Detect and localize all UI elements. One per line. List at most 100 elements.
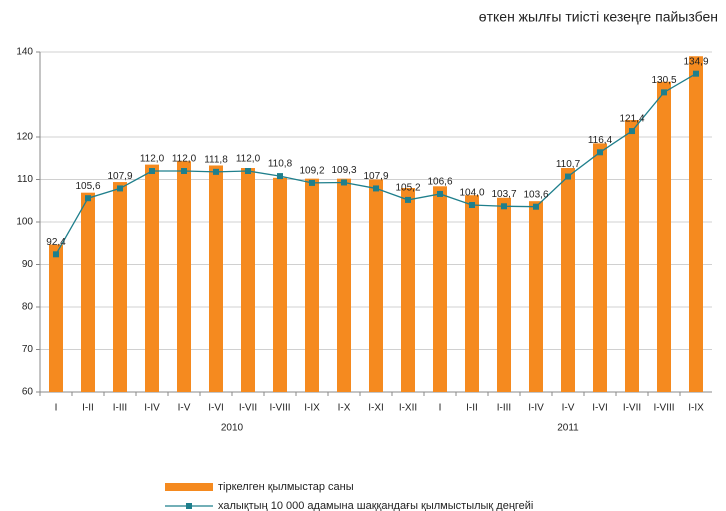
x-tick-label: I-IX bbox=[688, 403, 704, 414]
marker bbox=[437, 190, 443, 197]
x-tick-label: I-III bbox=[113, 403, 127, 414]
x-tick-label: I-IX bbox=[304, 403, 320, 414]
data-label: 121,4 bbox=[619, 114, 644, 125]
x-tick-label: I-V bbox=[562, 403, 575, 414]
x-tick-label: I-IV bbox=[528, 403, 544, 414]
marker bbox=[693, 70, 699, 77]
bar bbox=[305, 178, 319, 392]
x-tick-label: I-II bbox=[466, 403, 478, 414]
bar bbox=[209, 165, 223, 392]
data-label: 109,2 bbox=[299, 166, 324, 177]
legend-label: халықтың 10 000 адамына шаққандағы қылмы… bbox=[218, 500, 533, 511]
x-tick-label: I-VII bbox=[623, 403, 641, 414]
bar bbox=[433, 186, 447, 392]
x-tick-label: I bbox=[55, 403, 58, 414]
x-tick-label: I-VII bbox=[239, 403, 257, 414]
x-tick-label: I-III bbox=[497, 403, 511, 414]
marker bbox=[245, 168, 251, 174]
data-label: 107,9 bbox=[107, 171, 132, 182]
marker bbox=[277, 173, 283, 180]
data-label: 103,6 bbox=[523, 189, 548, 200]
legend-swatch bbox=[165, 483, 213, 491]
y-tick-label: 60 bbox=[22, 387, 34, 398]
marker bbox=[85, 195, 91, 202]
marker bbox=[181, 168, 187, 174]
data-label: 105,6 bbox=[75, 181, 100, 192]
x-tick-label: I-VIII bbox=[653, 403, 674, 414]
marker bbox=[405, 196, 411, 203]
x-tick-label: I-II bbox=[82, 403, 94, 414]
x-tick-label: I-IV bbox=[144, 403, 160, 414]
y-tick-label: 120 bbox=[16, 132, 33, 143]
marker bbox=[213, 168, 219, 175]
data-label: 110,8 bbox=[268, 159, 293, 170]
data-label: 112,0 bbox=[172, 154, 197, 165]
data-label: 105,2 bbox=[395, 183, 420, 194]
bar bbox=[465, 195, 479, 392]
y-tick-label: 140 bbox=[16, 47, 33, 58]
x-tick-label: I-V bbox=[178, 403, 191, 414]
marker bbox=[469, 202, 475, 208]
x-tick-label: I-VIII bbox=[269, 403, 290, 414]
bar bbox=[241, 168, 255, 392]
data-label: 104,0 bbox=[459, 188, 484, 199]
y-tick-label: 100 bbox=[16, 217, 33, 228]
marker bbox=[309, 179, 315, 186]
bar bbox=[401, 188, 415, 392]
x-tick-label: I-XI bbox=[368, 403, 384, 414]
bar bbox=[561, 168, 575, 392]
bar bbox=[337, 178, 351, 392]
bar bbox=[273, 177, 287, 392]
marker bbox=[565, 173, 571, 180]
marker bbox=[661, 89, 667, 96]
bar bbox=[145, 164, 159, 392]
x-tick-label: I-XII bbox=[399, 403, 417, 414]
data-label: 110,7 bbox=[556, 159, 581, 170]
y-tick-label: 90 bbox=[22, 259, 34, 270]
bar bbox=[657, 81, 671, 392]
x-group-label: 2011 bbox=[557, 423, 579, 434]
legend-label: тіркелген қылмыстар саны bbox=[218, 481, 354, 493]
data-label: 109,3 bbox=[331, 165, 356, 176]
marker bbox=[501, 203, 507, 210]
x-tick-label: I-VI bbox=[208, 403, 224, 414]
data-label: 130,5 bbox=[651, 75, 676, 86]
data-label: 107,9 bbox=[363, 171, 388, 182]
y-tick-label: 80 bbox=[22, 302, 34, 313]
data-label: 134,9 bbox=[683, 56, 708, 67]
data-label: 112,0 bbox=[140, 154, 165, 165]
marker bbox=[149, 168, 155, 174]
bar bbox=[177, 161, 191, 392]
data-label: 106,6 bbox=[427, 177, 452, 188]
bar bbox=[113, 182, 127, 392]
marker bbox=[629, 128, 635, 135]
bar bbox=[497, 197, 511, 392]
bar bbox=[689, 56, 703, 392]
bar bbox=[529, 201, 543, 392]
x-tick-label: I bbox=[439, 403, 442, 414]
data-label: 103,7 bbox=[491, 189, 516, 200]
y-tick-label: 70 bbox=[22, 344, 34, 355]
marker bbox=[341, 179, 347, 186]
data-label: 92,4 bbox=[46, 237, 66, 248]
marker bbox=[373, 185, 379, 192]
marker bbox=[53, 251, 59, 258]
marker bbox=[597, 149, 603, 156]
data-label: 112,0 bbox=[236, 154, 261, 165]
legend-marker bbox=[186, 503, 192, 509]
data-label: 111,8 bbox=[204, 154, 228, 165]
bar bbox=[49, 244, 63, 392]
x-group-label: 2010 bbox=[221, 423, 244, 434]
x-tick-label: I-X bbox=[338, 403, 351, 414]
bar bbox=[593, 143, 607, 392]
marker bbox=[533, 203, 539, 210]
chart-title: өткен жылғы тиісті кезеңге пайызбен bbox=[479, 9, 718, 25]
bar bbox=[369, 179, 383, 392]
marker bbox=[117, 185, 123, 192]
data-label: 116,4 bbox=[588, 135, 613, 146]
bar bbox=[625, 120, 639, 392]
bar bbox=[81, 192, 95, 392]
x-tick-label: I-VI bbox=[592, 403, 608, 414]
y-tick-label: 110 bbox=[17, 174, 33, 185]
